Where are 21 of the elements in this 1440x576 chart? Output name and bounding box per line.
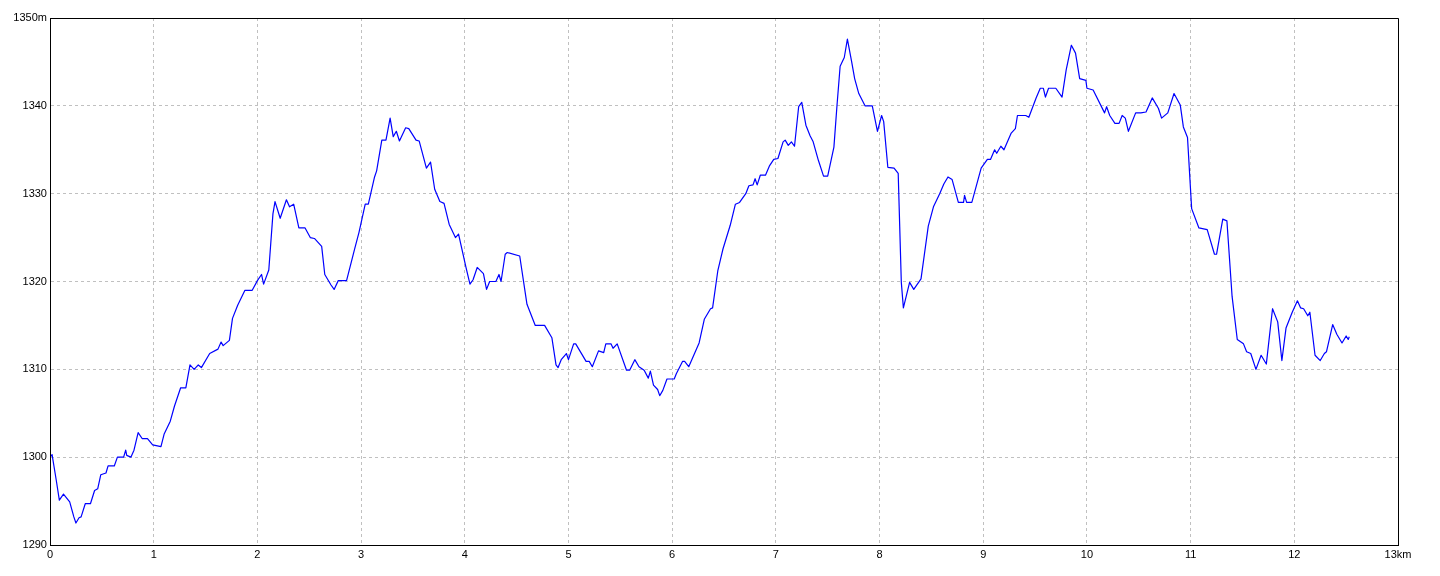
x-tick-label: 6 <box>669 547 676 560</box>
x-tick-label: 11 <box>1184 547 1197 560</box>
x-tick-label: 13km <box>1384 547 1412 560</box>
x-tick-label: 12 <box>1288 547 1301 560</box>
y-tick-label: 1310 <box>22 362 47 375</box>
x-tick-label: 0 <box>46 547 54 560</box>
x-tick-label: 7 <box>772 547 779 560</box>
y-tick-label: 1330 <box>22 186 47 199</box>
x-tick-label: 3 <box>358 547 365 560</box>
x-tick-label: 10 <box>1080 547 1094 560</box>
y-tick-label: 1340 <box>22 98 47 111</box>
y-tick-label: 1350m <box>13 11 47 24</box>
y-tick-label: 1300 <box>22 450 47 463</box>
y-tick-label: 1320 <box>22 274 47 287</box>
x-tick-label: 9 <box>980 547 987 560</box>
x-tick-label: 1 <box>150 547 157 560</box>
x-tick-label: 8 <box>876 547 883 560</box>
x-tick-label: 5 <box>565 547 572 560</box>
y-tick-label: 1290 <box>22 538 47 551</box>
x-tick-label: 2 <box>254 547 261 560</box>
x-tick-label: 4 <box>461 547 468 560</box>
